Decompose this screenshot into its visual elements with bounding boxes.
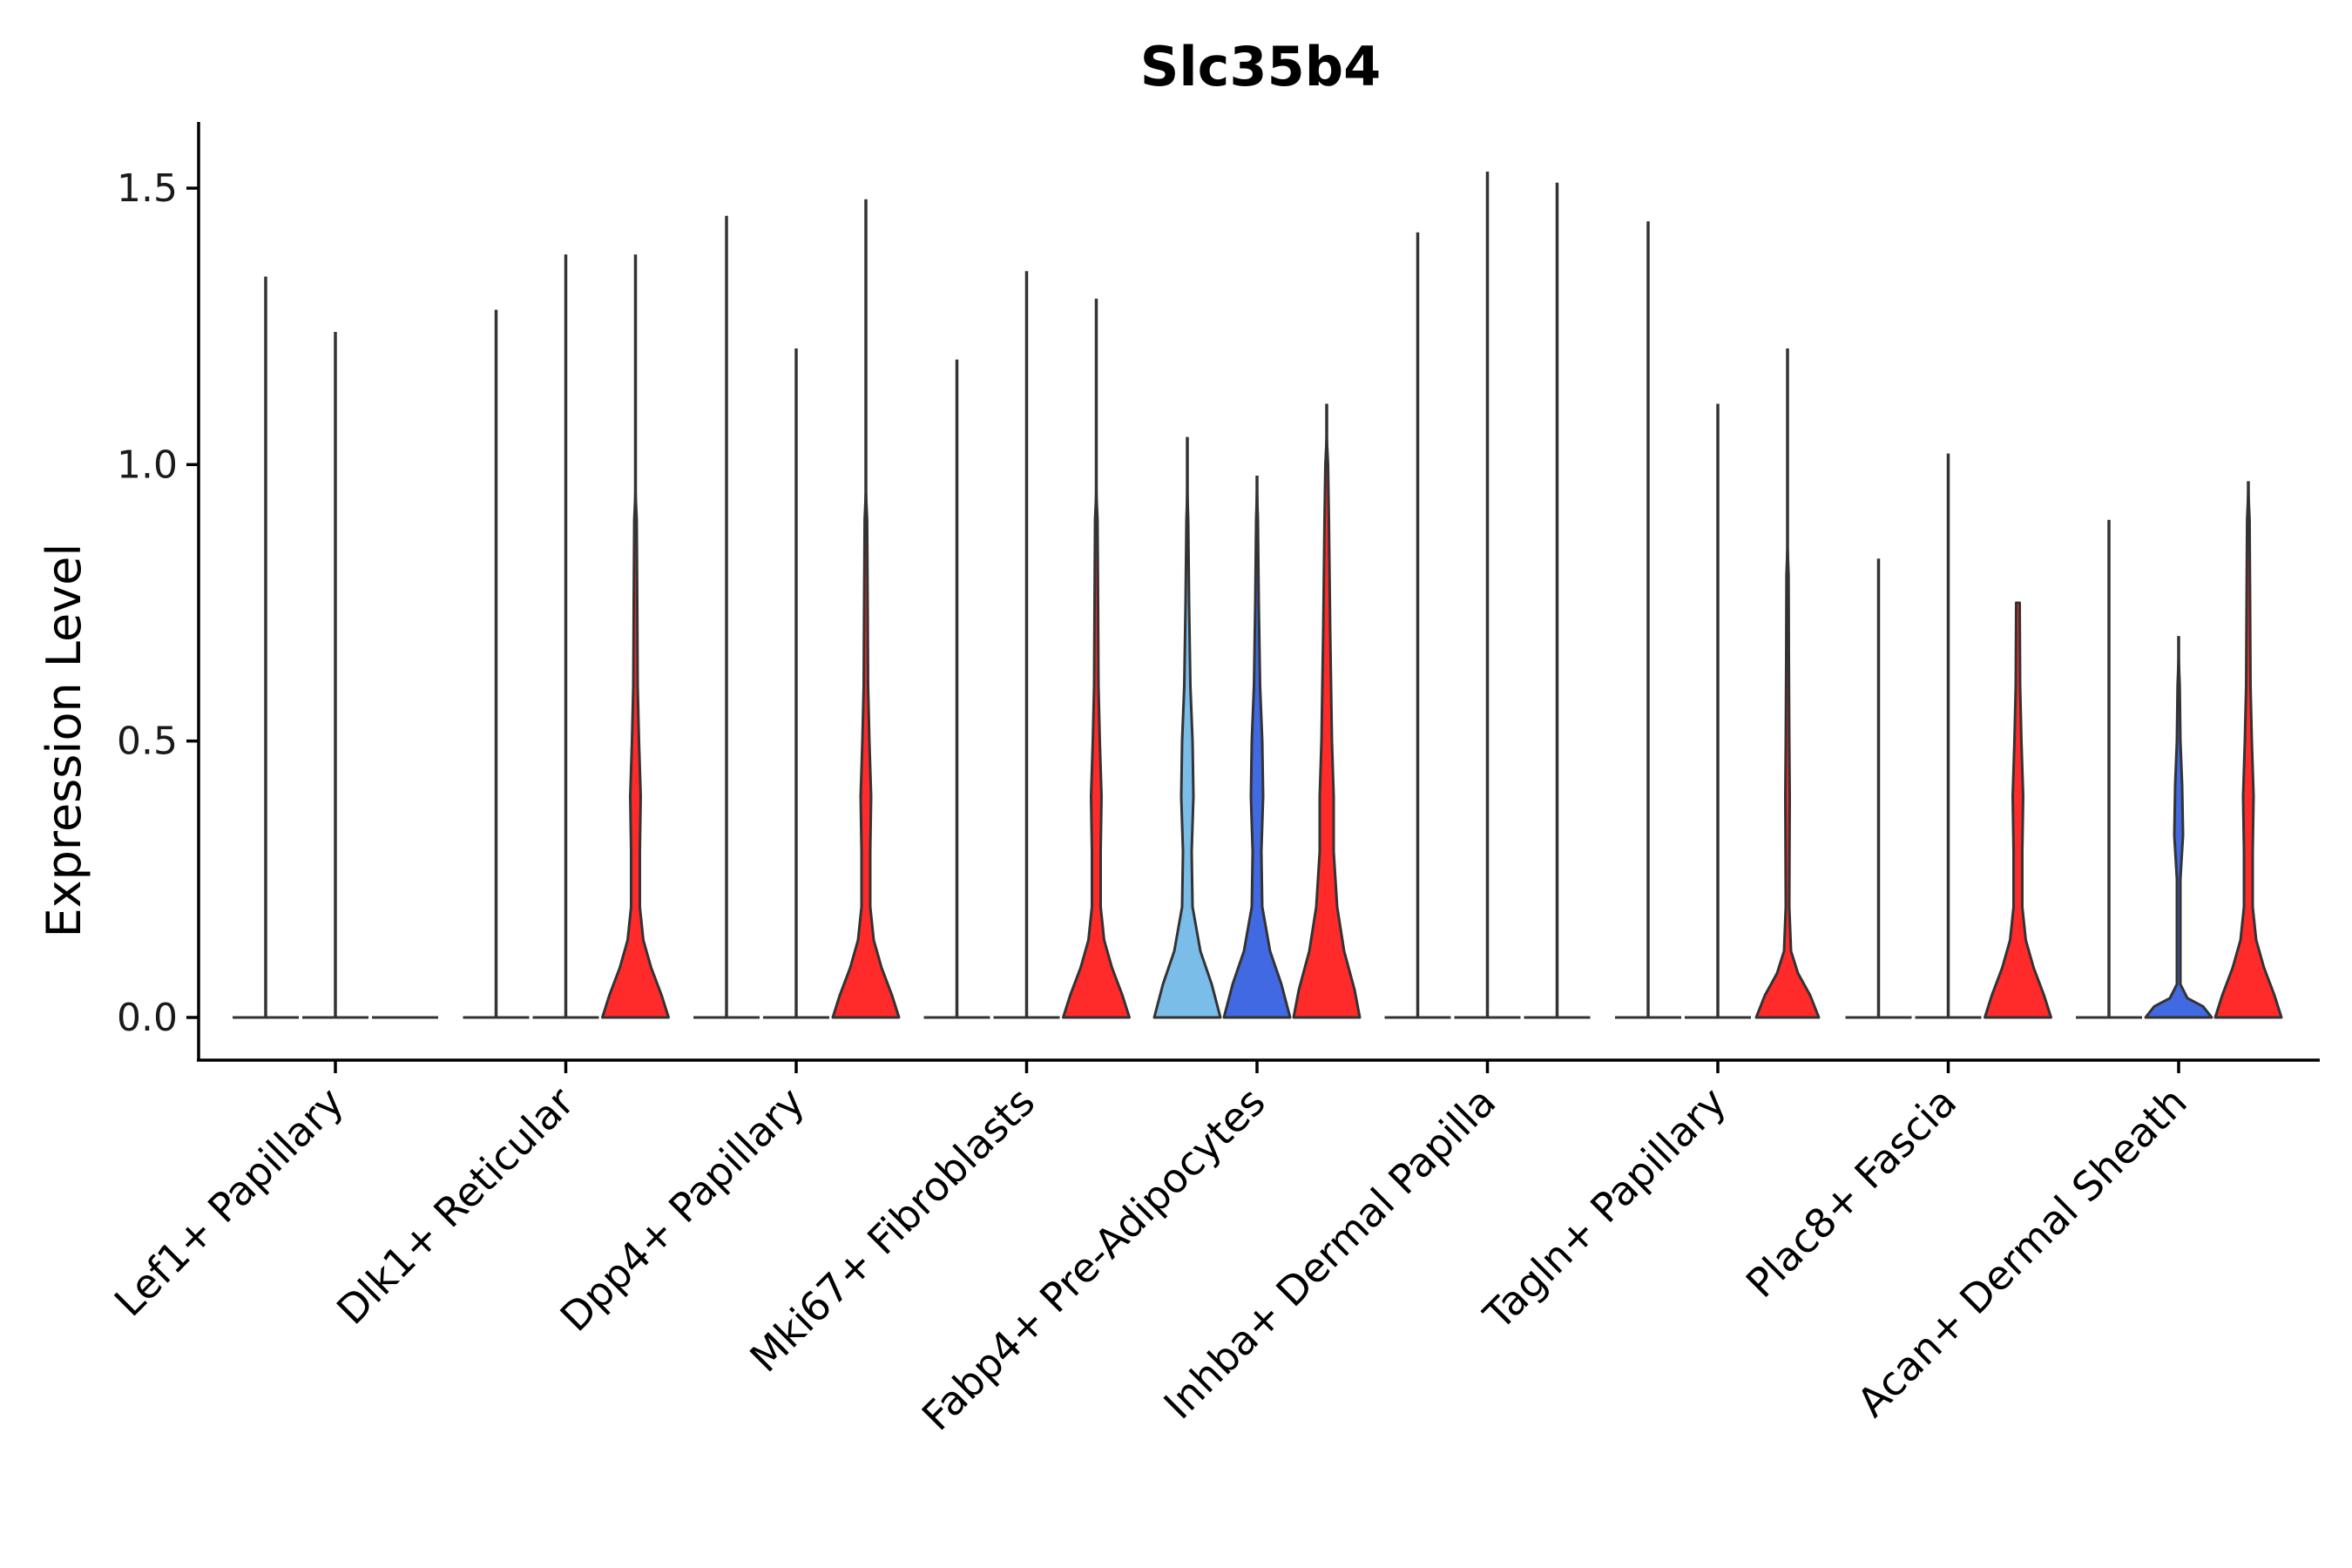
violin-body <box>2144 656 2213 1019</box>
chart-title: Slc35b4 <box>1140 35 1381 98</box>
y-tick-label: 0.5 <box>117 720 178 764</box>
y-axis-label: Expression Level <box>37 544 91 938</box>
x-tick-label: Plac8+ Fascia <box>1737 1078 1965 1307</box>
x-tick-label: Lef1+ Papillary <box>105 1078 353 1326</box>
violin-body <box>1222 490 1292 1019</box>
violin-body <box>2213 490 2283 1019</box>
x-tick-label: Tagln+ Papillary <box>1474 1078 1735 1340</box>
violin-body <box>1754 546 1821 1019</box>
y-tick-label: 1.0 <box>117 443 178 487</box>
violin-body <box>1984 601 2052 1019</box>
y-ticks: 0.0 0.5 1.0 1.5 <box>117 166 199 1040</box>
violin-group <box>233 171 2283 1019</box>
y-tick-label: 0.0 <box>117 996 178 1040</box>
x-tick-label: Dlk1+ Reticular <box>328 1078 583 1334</box>
y-tick-label: 1.5 <box>117 166 178 211</box>
x-tick-label: Dpp4+ Papillary <box>551 1078 814 1341</box>
violin-body <box>601 490 670 1019</box>
violin-body <box>1152 490 1222 1019</box>
violin-body <box>1062 490 1131 1019</box>
violin-body <box>1292 436 1362 1019</box>
violin-body <box>831 490 901 1019</box>
